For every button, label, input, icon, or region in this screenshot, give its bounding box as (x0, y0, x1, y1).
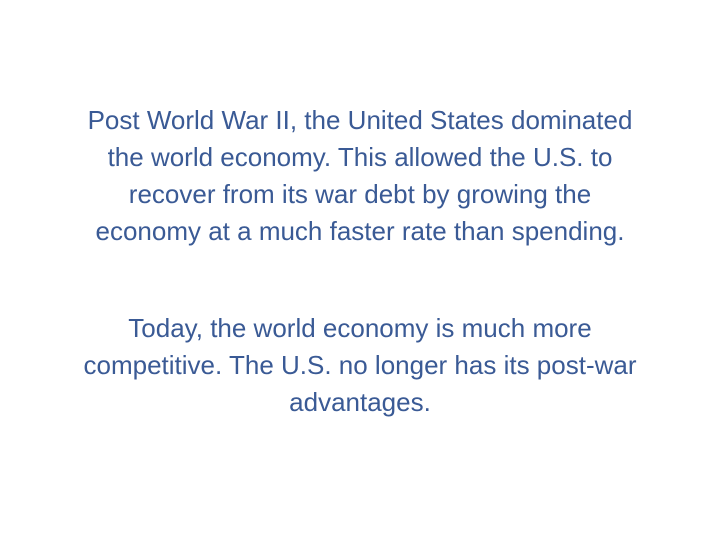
paragraph-competitive-economy: Today, the world economy is much more co… (83, 313, 637, 417)
paragraph-war-debt-recovery: Post World War II, the United States dom… (87, 105, 633, 246)
